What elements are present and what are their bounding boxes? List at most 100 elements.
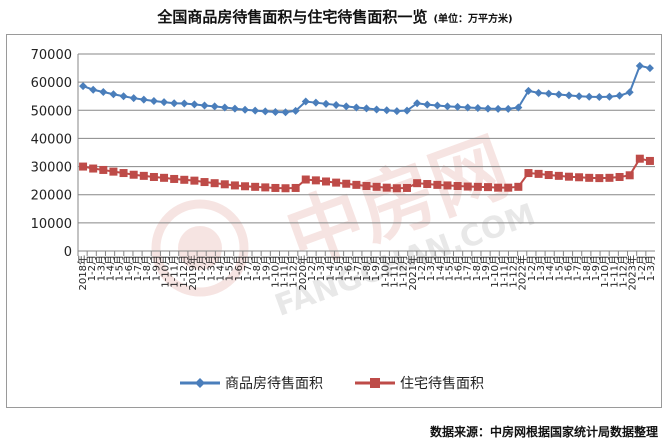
data-point xyxy=(494,104,503,113)
x-tick-label: 1-9月 xyxy=(260,255,272,281)
data-point xyxy=(392,184,401,193)
data-point xyxy=(433,180,442,189)
data-point xyxy=(180,175,189,184)
x-tick-label: 1-5月 xyxy=(334,255,346,281)
data-point xyxy=(261,183,270,192)
data-point xyxy=(210,102,219,111)
x-tick-label: 1-6月 xyxy=(233,255,245,281)
data-point xyxy=(160,98,169,107)
x-tick-label: 1-2月 xyxy=(306,255,318,281)
data-point xyxy=(220,180,229,189)
x-tick-label: 2022年 xyxy=(516,255,529,290)
x-tick-label: 1-3月 xyxy=(645,255,657,281)
data-point xyxy=(534,88,543,97)
x-tick-label: 1-10月 xyxy=(379,255,391,288)
data-point xyxy=(463,103,472,112)
data-point xyxy=(423,100,432,109)
data-point xyxy=(443,181,452,190)
x-tick-label: 1-8月 xyxy=(581,255,593,281)
x-tick-label: 1-9月 xyxy=(590,255,602,281)
x-tick-label: 1-7月 xyxy=(132,255,144,281)
x-tick-label: 1-12月 xyxy=(617,255,629,288)
data-point xyxy=(362,181,371,190)
series-residential xyxy=(79,154,654,193)
data-point xyxy=(160,173,169,182)
x-tick-label: 1-5月 xyxy=(224,255,236,281)
data-point xyxy=(453,102,462,111)
data-point xyxy=(322,99,331,108)
legend-label: 住宅待售面积 xyxy=(400,376,484,392)
data-point xyxy=(301,175,310,184)
data-point xyxy=(575,173,584,182)
y-tick-label: 50000 xyxy=(31,104,72,119)
data-point xyxy=(473,104,482,113)
data-point xyxy=(301,97,310,106)
data-point xyxy=(362,104,371,113)
x-tick-label: 1-8月 xyxy=(251,255,263,281)
x-tick-label: 1-10月 xyxy=(160,255,172,288)
data-point xyxy=(241,182,250,191)
data-point xyxy=(635,61,644,70)
x-tick-label: 2018年 xyxy=(76,255,89,290)
x-tick-label: 1-12月 xyxy=(178,255,190,288)
data-point xyxy=(332,100,341,109)
x-tick-label: 1-2月 xyxy=(196,255,208,281)
data-point xyxy=(413,179,422,188)
data-point xyxy=(615,172,624,181)
data-point xyxy=(291,106,300,115)
x-tick-label: 1-2月 xyxy=(416,255,428,281)
y-tick-label: 20000 xyxy=(31,189,72,204)
data-point xyxy=(170,174,179,183)
data-point xyxy=(129,94,138,103)
x-tick-label: 1-8月 xyxy=(361,255,373,281)
x-tick-label: 1-4月 xyxy=(105,255,117,281)
data-point xyxy=(402,106,411,115)
x-axis: 2018年1-2月1-3月1-4月1-5月1-6月1-7月1-8月1-9月1-1… xyxy=(76,250,657,290)
data-point xyxy=(392,107,401,116)
data-point xyxy=(615,91,624,100)
x-tick-label: 2019年 xyxy=(186,255,199,290)
data-point xyxy=(443,102,452,111)
data-point xyxy=(109,167,118,176)
x-tick-label: 1-10月 xyxy=(489,255,501,288)
x-tick-label: 1-4月 xyxy=(434,255,446,281)
x-tick-label: 1-7月 xyxy=(462,255,474,281)
data-point xyxy=(79,82,88,91)
x-tick-label: 1-7月 xyxy=(242,255,254,281)
y-tick-label: 40000 xyxy=(31,132,72,147)
x-tick-label: 1-12月 xyxy=(288,255,300,288)
data-point xyxy=(473,182,482,191)
x-tick-label: 1-9月 xyxy=(150,255,162,281)
data-point xyxy=(241,105,250,114)
data-point xyxy=(190,176,199,185)
data-point xyxy=(180,99,189,108)
y-tick-label: 10000 xyxy=(31,217,72,232)
y-axis: 0 10000 20000 30000 40000 50000 60000 70000 xyxy=(31,48,79,260)
data-point xyxy=(554,90,563,99)
x-tick-label: 1-3月 xyxy=(425,255,437,281)
data-point xyxy=(332,178,341,187)
data-point xyxy=(281,184,290,193)
x-tick-label: 1-11月 xyxy=(388,255,400,288)
x-tick-label: 1-7月 xyxy=(352,255,364,281)
data-point xyxy=(99,87,108,96)
data-point xyxy=(99,165,108,174)
x-tick-label: 1-10月 xyxy=(269,255,281,288)
legend-label: 商品房待售面积 xyxy=(225,376,323,392)
data-point xyxy=(119,169,128,178)
x-tick-label: 1-2月 xyxy=(636,255,648,281)
data-point xyxy=(534,169,543,178)
data-point xyxy=(413,99,422,108)
y-tick-label: 70000 xyxy=(31,48,72,63)
x-tick-label: 1-5月 xyxy=(114,255,126,281)
data-point xyxy=(89,85,98,94)
data-point xyxy=(79,162,88,171)
data-point xyxy=(342,179,351,188)
data-point xyxy=(89,164,98,173)
x-tick-label: 1-11月 xyxy=(608,255,620,288)
data-point xyxy=(129,170,138,179)
data-point xyxy=(210,179,219,188)
data-point xyxy=(382,106,391,115)
data-point xyxy=(575,92,584,101)
data-point xyxy=(402,183,411,192)
